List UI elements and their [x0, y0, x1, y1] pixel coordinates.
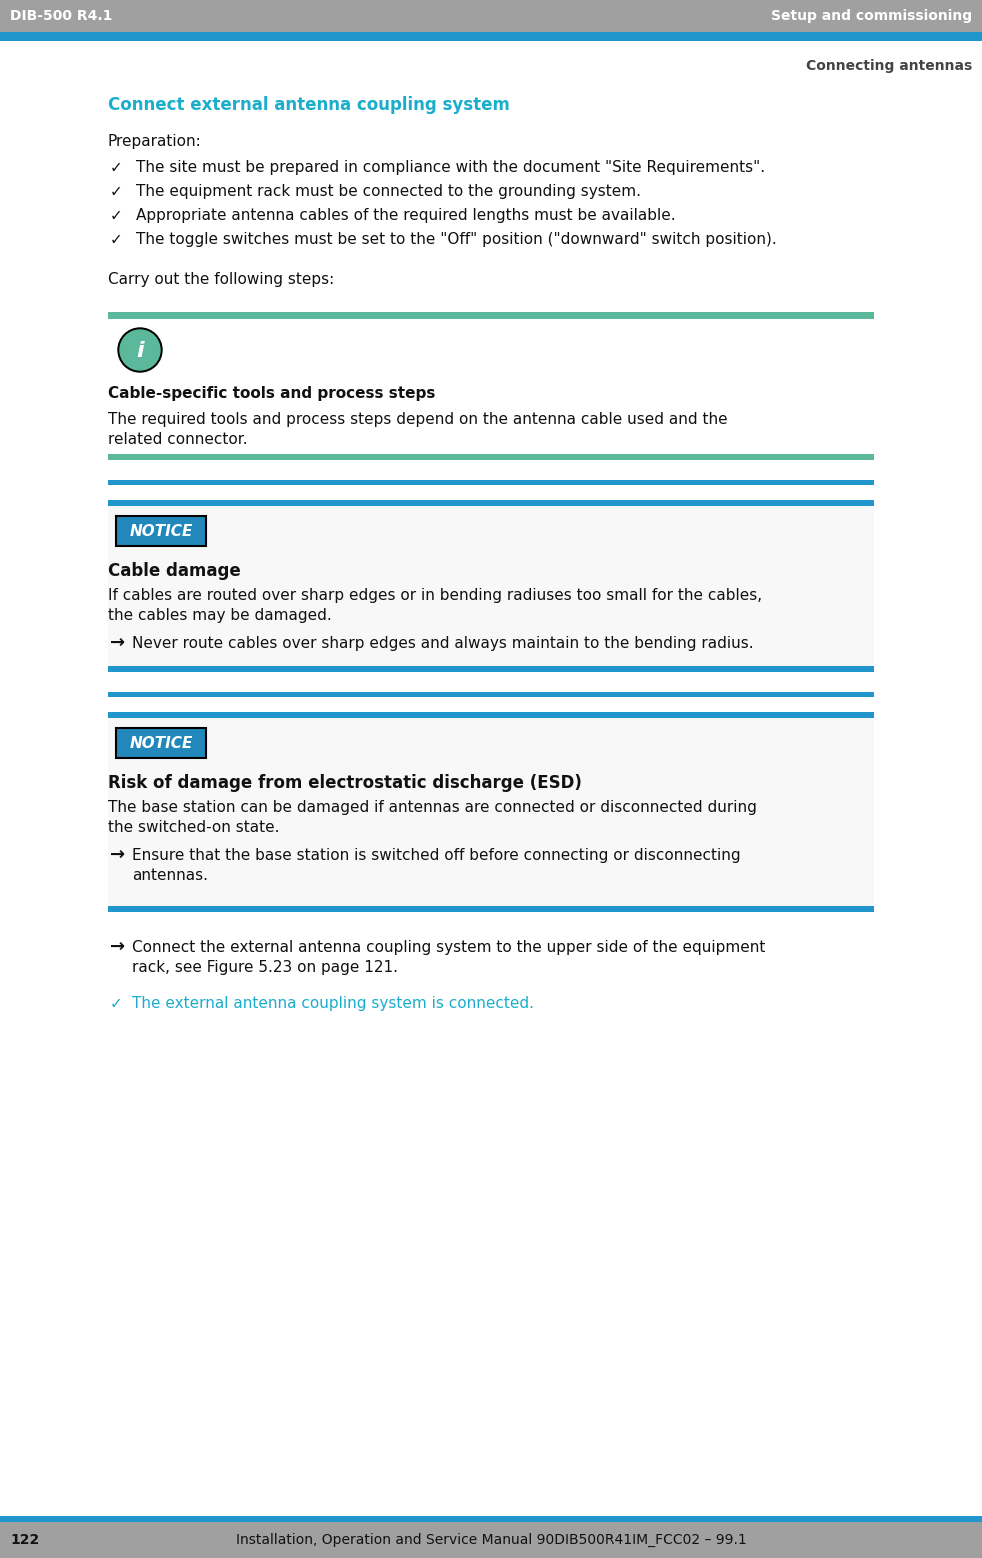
Text: the switched-on state.: the switched-on state.	[108, 820, 280, 835]
Bar	[108, 907, 874, 911]
Text: ✓: ✓	[110, 996, 123, 1011]
Text: Carry out the following steps:: Carry out the following steps:	[108, 273, 334, 287]
Text: ✓: ✓	[110, 184, 123, 199]
Bar	[116, 516, 206, 545]
Text: DIB-500 R4.1: DIB-500 R4.1	[10, 9, 112, 23]
Bar	[108, 712, 874, 718]
Text: The toggle switches must be set to the "Off" position ("downward" switch positio: The toggle switches must be set to the "…	[136, 232, 777, 248]
Bar	[108, 480, 874, 485]
Circle shape	[118, 329, 162, 372]
Text: i: i	[136, 341, 143, 361]
Text: →: →	[110, 938, 125, 957]
Text: Risk of damage from electrostatic discharge (ESD): Risk of damage from electrostatic discha…	[108, 774, 582, 791]
Text: rack, see Figure 5.23 on page 121.: rack, see Figure 5.23 on page 121.	[132, 960, 398, 975]
Text: NOTICE: NOTICE	[130, 735, 192, 751]
Text: Ensure that the base station is switched off before connecting or disconnecting: Ensure that the base station is switched…	[132, 848, 740, 863]
Text: If cables are routed over sharp edges or in bending radiuses too small for the c: If cables are routed over sharp edges or…	[108, 587, 762, 603]
Text: Preparation:: Preparation:	[108, 134, 201, 150]
Text: Cable damage: Cable damage	[108, 562, 241, 580]
Text: The external antenna coupling system is connected.: The external antenna coupling system is …	[132, 996, 534, 1011]
Text: related connector.: related connector.	[108, 432, 247, 447]
Text: The equipment rack must be connected to the grounding system.: The equipment rack must be connected to …	[136, 184, 641, 199]
Bar	[0, 1516, 982, 1522]
Bar	[108, 319, 874, 460]
Text: The base station can be damaged if antennas are connected or disconnected during: The base station can be damaged if anten…	[108, 799, 757, 815]
Bar	[108, 453, 874, 460]
Bar	[0, 0, 982, 33]
Bar	[0, 1522, 982, 1558]
Circle shape	[120, 330, 160, 369]
Text: NOTICE: NOTICE	[130, 523, 192, 539]
Text: antennas.: antennas.	[132, 868, 208, 883]
Text: Cable-specific tools and process steps: Cable-specific tools and process steps	[108, 386, 435, 400]
Bar	[116, 728, 206, 759]
Text: ✓: ✓	[110, 209, 123, 223]
Text: Installation, Operation and Service Manual 90DIB500R41IM_FCC02 – 99.1: Installation, Operation and Service Manu…	[236, 1533, 746, 1547]
Bar	[108, 506, 874, 665]
Bar	[108, 312, 874, 319]
Text: Connecting antennas: Connecting antennas	[806, 59, 972, 73]
Text: Setup and commissioning: Setup and commissioning	[771, 9, 972, 23]
Text: →: →	[110, 846, 125, 865]
Bar	[108, 665, 874, 671]
Bar	[108, 718, 874, 907]
Bar	[0, 33, 982, 41]
Text: Connect the external antenna coupling system to the upper side of the equipment: Connect the external antenna coupling sy…	[132, 939, 765, 955]
Text: Appropriate antenna cables of the required lengths must be available.: Appropriate antenna cables of the requir…	[136, 209, 676, 223]
Text: The site must be prepared in compliance with the document "Site Requirements".: The site must be prepared in compliance …	[136, 160, 765, 174]
Text: Never route cables over sharp edges and always maintain to the bending radius.: Never route cables over sharp edges and …	[132, 636, 753, 651]
Bar	[108, 500, 874, 506]
Text: ✓: ✓	[110, 232, 123, 248]
Text: The required tools and process steps depend on the antenna cable used and the: The required tools and process steps dep…	[108, 411, 728, 427]
Text: 122: 122	[10, 1533, 39, 1547]
Text: →: →	[110, 634, 125, 651]
Bar	[108, 692, 874, 696]
Text: ✓: ✓	[110, 160, 123, 174]
Text: Connect external antenna coupling system: Connect external antenna coupling system	[108, 97, 510, 114]
Text: the cables may be damaged.: the cables may be damaged.	[108, 608, 332, 623]
